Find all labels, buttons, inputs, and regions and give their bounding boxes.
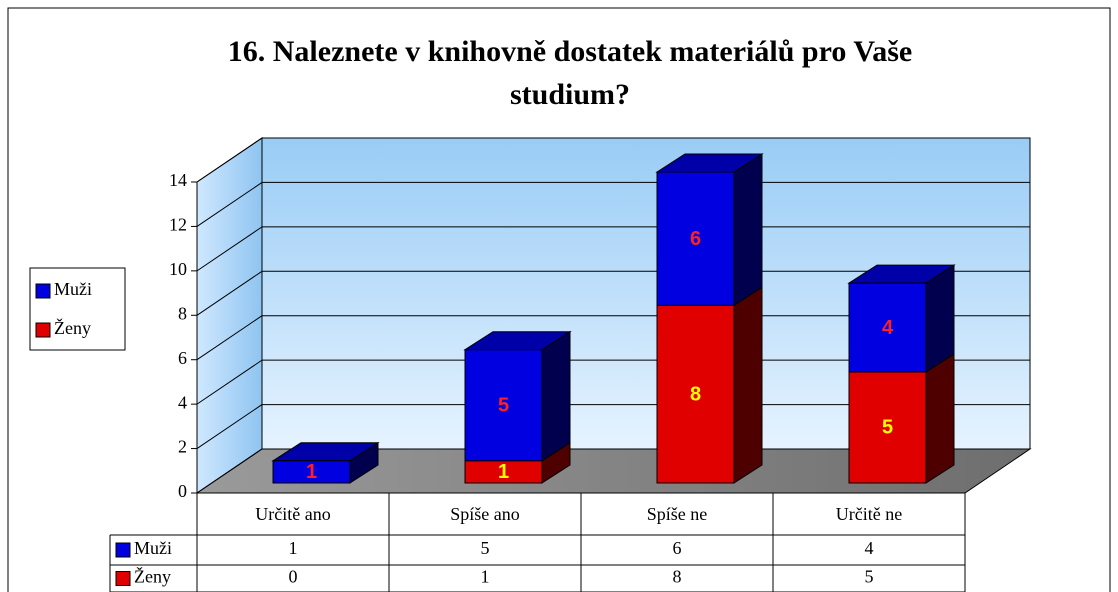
table-row-label: Muži <box>134 538 172 558</box>
y-tick-label: 12 <box>169 215 187 235</box>
table-cell: 5 <box>865 567 874 587</box>
chart-border <box>7 7 1111 592</box>
y-tick-label: 10 <box>169 259 187 279</box>
grid-line-side <box>196 137 263 183</box>
grid-line-side <box>196 448 263 494</box>
bar-front <box>464 349 543 462</box>
x-category-label: Spíše ne <box>647 504 708 524</box>
table-cell: 4 <box>865 538 874 558</box>
bar-front <box>272 460 351 484</box>
value-label: 8 <box>690 383 701 405</box>
y-tick-label: 0 <box>178 481 187 501</box>
value-label: 5 <box>882 417 893 439</box>
table-cell: 6 <box>673 538 682 558</box>
y-tick-label: 14 <box>169 170 187 190</box>
value-label: 1 <box>306 461 317 483</box>
table-cell: 8 <box>673 567 682 587</box>
x-category-label: Spíše ano <box>450 504 520 524</box>
y-tick-label: 4 <box>178 392 187 412</box>
bar-side <box>541 330 571 462</box>
bar-side <box>925 353 955 484</box>
table-cell: 0 <box>289 567 298 587</box>
chart-title: 16. Naleznete v knihovně dostatek materi… <box>227 35 913 111</box>
bar-segment <box>655 153 764 307</box>
y-tick-label: 8 <box>178 303 187 323</box>
value-label: 6 <box>690 228 701 250</box>
bar-side <box>733 153 763 307</box>
value-label: 5 <box>498 395 509 417</box>
legend-swatch <box>35 322 51 338</box>
grid-line-side <box>196 315 263 361</box>
value-label: 1 <box>498 461 509 483</box>
table-cell: 1 <box>481 567 490 587</box>
y-tick-label: 6 <box>178 348 187 368</box>
bar-front <box>848 371 927 484</box>
table-cell: 1 <box>289 538 298 558</box>
legend-label: Ženy <box>54 317 91 338</box>
bar-side <box>733 286 763 484</box>
bar-front <box>656 304 735 484</box>
grid-line-side <box>196 226 263 272</box>
bar-segment <box>271 441 380 484</box>
table-row-label: Ženy <box>134 566 171 587</box>
bar-front <box>848 282 927 373</box>
value-label: 4 <box>882 317 894 339</box>
bar-segment <box>847 264 956 373</box>
grid-line-side <box>196 182 263 227</box>
grid-line-side <box>196 404 263 449</box>
y-tick-label: 2 <box>178 437 187 457</box>
grid-line-side <box>196 359 263 405</box>
table-legend-swatch <box>115 542 131 558</box>
bar-segment <box>463 330 572 462</box>
side-wall <box>196 137 263 494</box>
x-category-label: Určitě ano <box>255 504 330 524</box>
grid-line-side <box>196 270 263 316</box>
bar-front <box>656 171 735 306</box>
table-legend-swatch <box>115 571 131 586</box>
x-category-label: Určitě ne <box>836 504 902 524</box>
bar-segment <box>656 286 763 484</box>
legend-swatch <box>35 283 51 299</box>
bar-side <box>925 264 955 373</box>
legend-label: Muži <box>54 279 92 299</box>
bar-segment <box>848 353 955 484</box>
table-cell: 5 <box>481 538 490 558</box>
